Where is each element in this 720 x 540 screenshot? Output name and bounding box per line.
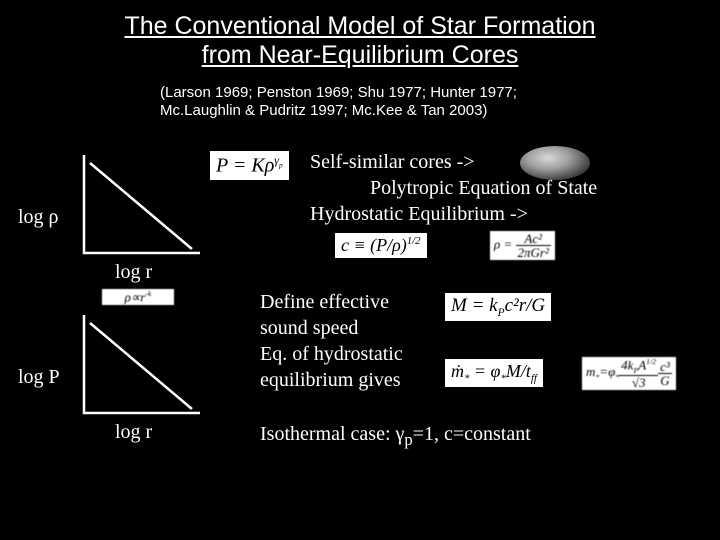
title-line2: from Near-Equilibrium Cores — [202, 41, 519, 69]
text-define2: sound speed — [260, 317, 358, 339]
graph2-line — [90, 323, 192, 409]
graph2-svg — [72, 309, 202, 419]
refs-line2: Mc.Laughlin & Pudritz 1997; Mc.Kee & Tan… — [160, 102, 487, 119]
graph1-xlabel: log r — [115, 261, 152, 284]
refs-line1: (Larson 1969; Penston 1969; Shu 1977; Hu… — [160, 84, 517, 101]
text-define1: Define effective — [260, 291, 389, 313]
text-polytropic-block: Polytropic Equation of State — [310, 175, 597, 201]
eq-rho: ρ = Ac²2πGr² — [490, 231, 555, 260]
text-define4: equilibrium gives — [260, 369, 401, 391]
graph1-line — [90, 163, 192, 249]
text-hydrostatic: Hydrostatic Equilibrium -> — [310, 203, 528, 225]
text-define-block: Define effective sound speed Eq. of hydr… — [260, 289, 403, 393]
graph1-axes — [84, 155, 200, 253]
slide-title: The Conventional Model of Star Formation… — [0, 0, 720, 70]
graph1-svg — [72, 149, 202, 259]
eq-mdot: ṁ* = φ*M/tff — [445, 359, 543, 387]
text-isothermal-block: Isothermal case: γp=1, c=constant — [260, 421, 531, 451]
graph1 — [72, 149, 202, 259]
graph2-axes — [84, 315, 200, 413]
references: (Larson 1969; Penston 1969; Shu 1977; Hu… — [160, 84, 720, 122]
eq-small-blur: ρ∝r-k — [102, 289, 174, 305]
graph2 — [72, 309, 202, 419]
eq-soundspeed: c ≡ (P/ρ)1/2 — [335, 233, 427, 258]
graph1-ylabel: log ρ — [18, 206, 59, 229]
text-hydrostatic-block: Hydrostatic Equilibrium -> — [310, 201, 528, 227]
graph2-ylabel: log P — [18, 366, 60, 389]
title-line1: The Conventional Model of Star Formation — [124, 12, 595, 40]
eq-mdot-sub: m*=φ*4kPA1/2√3c³G — [582, 357, 676, 390]
text-selfsimilar: Self-similar cores -> — [310, 151, 475, 173]
text-define3: Eq. of hydrostatic — [260, 343, 403, 365]
text-isothermal-sub: p — [404, 430, 412, 449]
eq-mass: M = kPc²r/G — [445, 293, 551, 321]
text-isothermal-a: Isothermal case: γ — [260, 423, 404, 445]
eq-polytropic: P = Kργp — [210, 151, 289, 180]
text-polytropic: Polytropic Equation of State — [370, 177, 597, 199]
text-selfsimilar-block: Self-similar cores -> — [310, 149, 475, 175]
text-isothermal-b: =1, c=constant — [413, 423, 531, 445]
graph2-xlabel: log r — [115, 421, 152, 444]
